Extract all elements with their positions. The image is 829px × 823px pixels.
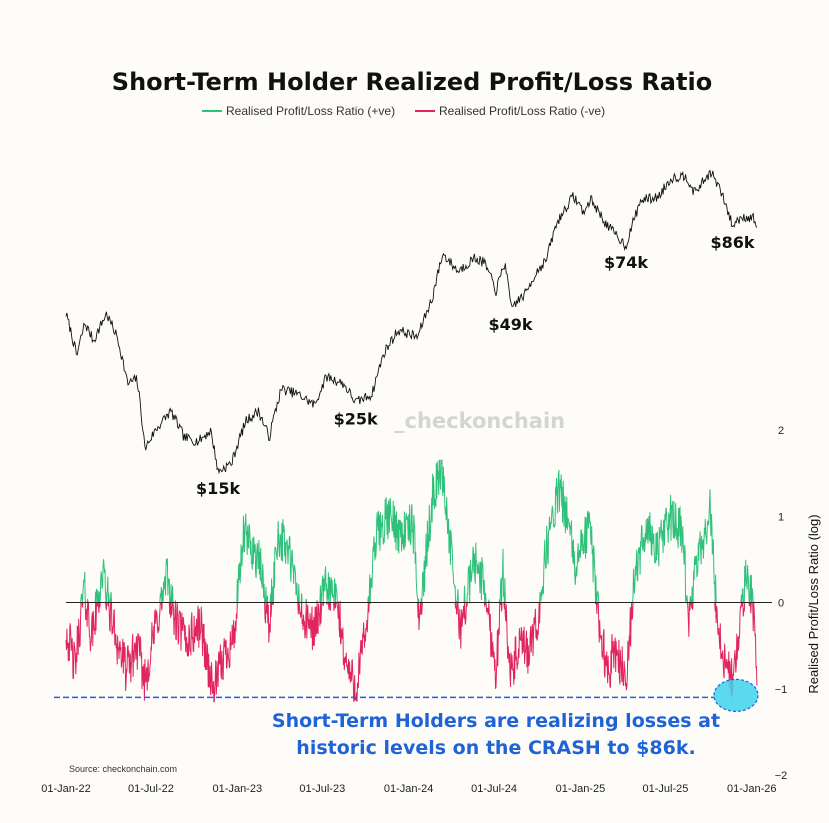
series-negative-line [65,601,758,703]
y-axis-ticks: 2 1 0 −1 −2 [775,425,788,782]
price-line-group: $15k $25k $49k $74k $86k [65,169,758,498]
legend-label-positive: Realised Profit/Loss Ratio (+ve) [226,104,395,118]
x-tick-label: 01-Jan-26 [727,783,777,795]
annotation-line-1: Short-Term Holders are realizing losses … [272,710,720,732]
watermark: _checkonchain [394,409,565,433]
chart-title: Short-Term Holder Realized Profit/Loss R… [112,68,712,96]
x-tick-label: 01-Jan-23 [213,783,263,795]
annotation-highlight-ellipse [713,678,759,712]
y-axis-label: Realised Profit/Loss Ratio (log) [806,514,821,693]
x-tick-label: 01-Jul-24 [471,783,517,795]
y-tick-label: −2 [775,770,788,782]
y-tick-label: 0 [778,598,784,610]
x-tick-label: 01-Jul-22 [128,783,174,795]
y-tick-label: 1 [778,511,784,523]
x-tick-label: 01-Jan-25 [556,783,606,795]
legend: Realised Profit/Loss Ratio (+ve) Realise… [202,104,605,118]
x-axis-ticks: 01-Jan-22 01-Jul-22 01-Jan-23 01-Jul-23 01-J… [41,783,776,795]
price-label-49k: $49k [488,315,532,334]
x-tick-label: 01-Jul-25 [642,783,688,795]
btc-price-line [65,169,758,475]
legend-label-negative: Realised Profit/Loss Ratio (-ve) [439,104,605,118]
y-tick-label: −1 [775,684,788,696]
x-tick-label: 01-Jan-24 [384,783,434,795]
price-label-74k: $74k [604,253,648,272]
y-tick-label: 2 [778,425,784,437]
annotation-line-2: historic levels on the CRASH to $86k. [296,737,695,759]
price-label-15k: $15k [196,479,240,498]
price-label-25k: $25k [334,409,378,428]
source-text: Source: checkonchain.com [69,764,177,774]
x-tick-label: 01-Jan-22 [41,783,91,795]
x-tick-label: 01-Jul-23 [299,783,345,795]
ratio-line-group [65,459,772,703]
series-positive-line [66,459,757,605]
price-label-86k: $86k [711,233,755,252]
